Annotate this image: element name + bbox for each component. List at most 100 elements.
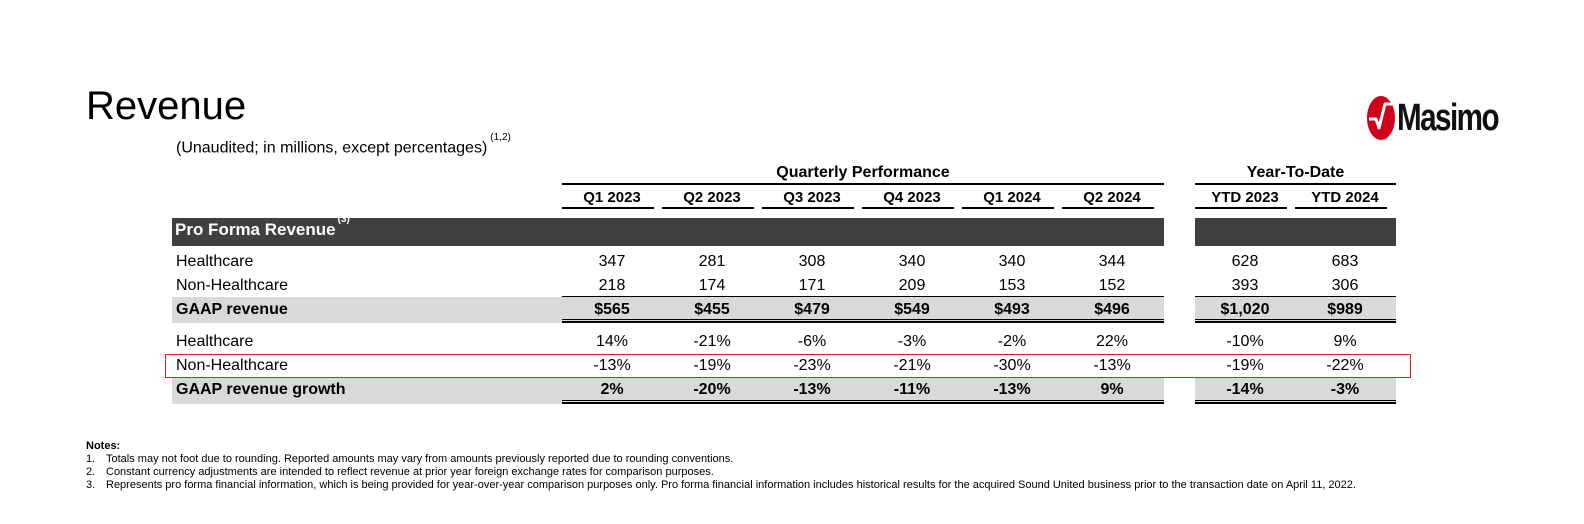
table-cell: 628 (1231, 253, 1259, 270)
section-label-text: Pro Forma Revenue (175, 220, 336, 239)
column-header-underline (762, 207, 854, 209)
column-header-underline (862, 207, 954, 209)
table-cell: $565 (594, 301, 630, 318)
table-cell: -10% (1226, 333, 1264, 350)
table-cell: 14% (595, 333, 629, 350)
growth-double-rule-ytd (1195, 400, 1396, 404)
row-label: Healthcare (176, 253, 254, 270)
total-row-bg (172, 297, 1164, 323)
section-label-footnote: (3) (337, 214, 350, 226)
table-cell: 347 (598, 253, 626, 270)
table-cell: $989 (1327, 301, 1363, 318)
table-cell: 683 (1331, 253, 1359, 270)
column-header: Q3 2023 (783, 189, 841, 206)
table-cell: -23% (793, 357, 831, 374)
table-cell: 393 (1231, 277, 1259, 294)
table-cell: 209 (898, 277, 926, 294)
column-header-underline (1062, 207, 1154, 209)
row-label: GAAP revenue (176, 301, 288, 318)
table-cell: $493 (994, 301, 1030, 318)
note-text: Totals may not foot due to rounding. Rep… (106, 453, 734, 465)
table-cell: -20% (693, 381, 731, 398)
growth-total-row-bg-ytd (1195, 378, 1396, 404)
group-header-ytd-rule (1195, 183, 1396, 185)
table-cell: -21% (893, 357, 931, 374)
masimo-logo-icon (1367, 96, 1395, 140)
table-cell: $1,020 (1220, 301, 1270, 318)
growth-total-row-bg (172, 378, 1164, 404)
note-text: Constant currency adjustments are intend… (106, 466, 714, 478)
logo-wordmark: Masimo (1397, 96, 1500, 139)
note-number: 1. (86, 453, 96, 465)
table-cell: 340 (998, 253, 1026, 270)
row-label: Non-Healthcare (176, 277, 289, 294)
section-label: Pro Forma Revenue(3) (175, 214, 350, 240)
note-item: 2. Constant currency adjustments are inte… (86, 466, 1356, 479)
group-header-quarterly-rule (562, 183, 1164, 185)
column-header: Q4 2023 (883, 189, 941, 206)
table-cell: -22% (1326, 357, 1364, 374)
table-cell: $496 (1094, 301, 1130, 318)
group-header-ytd: Year-To-Date (1246, 164, 1345, 181)
column-header: YTD 2023 (1211, 189, 1279, 206)
note-number: 3. (86, 479, 96, 491)
table-cell: $479 (794, 301, 830, 318)
table-cell: $549 (894, 301, 930, 318)
note-item: 1. Totals may not foot due to rounding. R… (86, 453, 1356, 466)
row-label: GAAP revenue growth (176, 381, 346, 398)
column-header: Q1 2023 (583, 189, 641, 206)
column-header-underline (1295, 207, 1387, 209)
column-header: YTD 2024 (1311, 189, 1379, 206)
column-header-underline (962, 207, 1054, 209)
column-header-underline (662, 207, 754, 209)
table-cell: 174 (698, 277, 726, 294)
note-number: 2. (86, 466, 96, 478)
table-cell: 2% (600, 381, 624, 398)
total-double-rule-ytd (1195, 319, 1396, 323)
total-row-bg-ytd (1195, 297, 1396, 323)
column-header: Q2 2023 (683, 189, 741, 206)
table-cell: 340 (898, 253, 926, 270)
table-cell: 153 (998, 277, 1026, 294)
subtitle-text: (Unaudited; in millions, except percenta… (176, 139, 488, 157)
table-cell: $455 (694, 301, 730, 318)
note-text: Represents pro forma financial informati… (106, 479, 1356, 491)
masimo-logo: Masimo (1366, 92, 1526, 144)
table-cell: 344 (1098, 253, 1126, 270)
note-item: 3. Represents pro forma financial informa… (86, 479, 1356, 492)
table-cell: 218 (598, 277, 626, 294)
table-cell: -14% (1226, 381, 1264, 398)
subtotal-rule (562, 296, 1164, 297)
table-cell: -21% (693, 333, 731, 350)
table-cell: 152 (1098, 277, 1126, 294)
table-cell: -13% (593, 357, 631, 374)
growth-double-rule (562, 400, 1164, 404)
table-cell: -13% (993, 381, 1031, 398)
table-cell: -13% (1093, 357, 1131, 374)
column-header: Q2 2024 (1083, 189, 1141, 206)
column-header-underline (562, 207, 654, 209)
subtitle-footnote: (1,2) (490, 132, 511, 143)
row-label: Healthcare (176, 333, 254, 350)
section-band (172, 218, 1164, 246)
table-cell: 22% (1095, 333, 1129, 350)
page-title: Revenue (86, 84, 247, 128)
table-cell: -3% (1330, 381, 1360, 398)
table-cell: -2% (997, 333, 1027, 350)
subtotal-rule-ytd (1195, 296, 1396, 297)
table-cell: 9% (1333, 333, 1357, 350)
notes: Notes: 1. Totals may not foot due to roun… (86, 440, 1356, 492)
row-label: Non-Healthcare (176, 357, 289, 374)
table-cell: -3% (897, 333, 927, 350)
table-cell: 9% (1100, 381, 1124, 398)
section-band-ytd (1195, 218, 1396, 246)
table-cell: 171 (798, 277, 826, 294)
total-double-rule (562, 319, 1164, 323)
table-cell: 281 (698, 253, 726, 270)
table-cell: -19% (1226, 357, 1264, 374)
table-cell: -6% (797, 333, 827, 350)
table-cell: 308 (798, 253, 826, 270)
column-header: Q1 2024 (983, 189, 1041, 206)
notes-title: Notes: (86, 440, 121, 452)
table-cell: 306 (1331, 277, 1359, 294)
